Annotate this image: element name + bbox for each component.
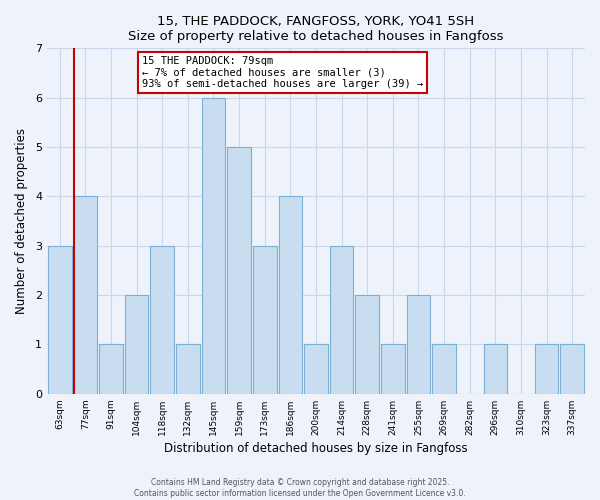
Bar xyxy=(304,344,328,394)
Bar xyxy=(407,295,430,394)
Bar xyxy=(176,344,200,394)
Bar xyxy=(151,246,174,394)
Bar xyxy=(125,295,148,394)
Bar xyxy=(330,246,353,394)
Bar xyxy=(202,98,225,394)
Bar xyxy=(560,344,584,394)
Bar xyxy=(74,196,97,394)
Bar xyxy=(484,344,507,394)
Bar xyxy=(278,196,302,394)
X-axis label: Distribution of detached houses by size in Fangfoss: Distribution of detached houses by size … xyxy=(164,442,468,455)
Text: Contains HM Land Registry data © Crown copyright and database right 2025.
Contai: Contains HM Land Registry data © Crown c… xyxy=(134,478,466,498)
Title: 15, THE PADDOCK, FANGFOSS, YORK, YO41 5SH
Size of property relative to detached : 15, THE PADDOCK, FANGFOSS, YORK, YO41 5S… xyxy=(128,15,504,43)
Bar xyxy=(535,344,559,394)
Y-axis label: Number of detached properties: Number of detached properties xyxy=(15,128,28,314)
Bar xyxy=(381,344,404,394)
Text: 15 THE PADDOCK: 79sqm
← 7% of detached houses are smaller (3)
93% of semi-detach: 15 THE PADDOCK: 79sqm ← 7% of detached h… xyxy=(142,56,423,89)
Bar xyxy=(99,344,123,394)
Bar xyxy=(48,246,71,394)
Bar xyxy=(227,147,251,394)
Bar xyxy=(355,295,379,394)
Bar xyxy=(432,344,456,394)
Bar xyxy=(253,246,277,394)
